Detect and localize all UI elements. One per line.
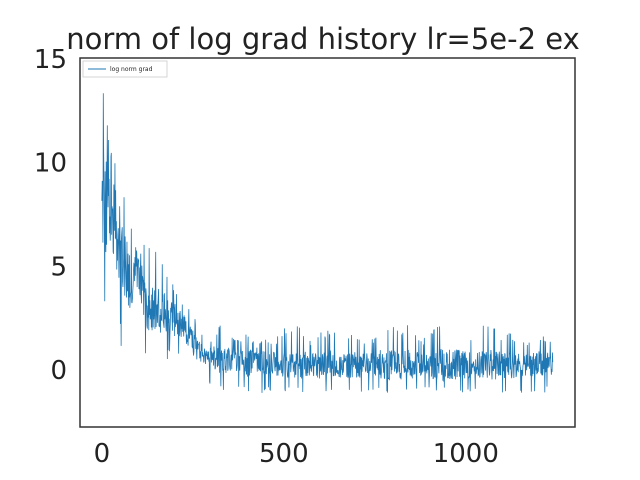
plot-frame — [79, 57, 576, 428]
chart-title: norm of log grad history lr=5e-2 ex — [66, 22, 580, 56]
y-tick-label: 10 — [34, 149, 67, 179]
x-tick-label: 500 — [259, 439, 309, 469]
y-tick-label: 5 — [50, 252, 67, 282]
legend-label-log-norm-grad: log norm grad — [110, 66, 153, 73]
series-layer — [101, 93, 554, 393]
legend: log norm grad — [82, 60, 168, 78]
series-line-log-norm-grad — [101, 93, 554, 393]
series-0 — [101, 93, 554, 393]
x-tick-label: 0 — [94, 439, 111, 469]
y-tick-label: 15 — [34, 45, 67, 75]
legend-box — [82, 60, 168, 78]
tick-labels: 0 500 1000 0 5 10 15 — [34, 45, 499, 469]
y-tick-label: 0 — [50, 356, 67, 386]
x-tick-label: 1000 — [433, 439, 499, 469]
